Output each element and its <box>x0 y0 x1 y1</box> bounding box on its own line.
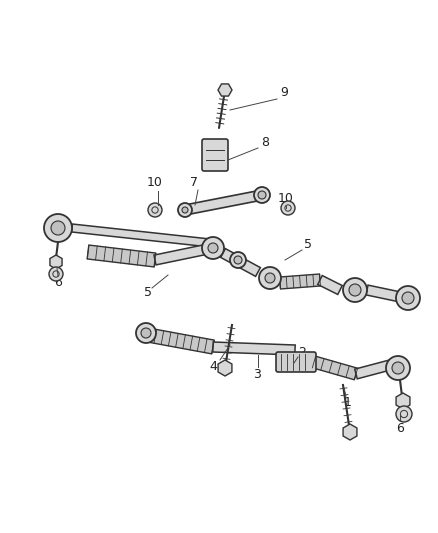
Circle shape <box>254 187 270 203</box>
Polygon shape <box>355 360 391 379</box>
Polygon shape <box>366 285 406 303</box>
Circle shape <box>152 207 158 213</box>
Circle shape <box>148 203 162 217</box>
Circle shape <box>53 271 59 277</box>
Polygon shape <box>50 255 62 269</box>
Text: 10: 10 <box>278 191 294 205</box>
Text: 4: 4 <box>209 360 217 374</box>
Polygon shape <box>396 393 410 409</box>
Text: 7: 7 <box>190 175 198 189</box>
Circle shape <box>265 273 275 283</box>
Polygon shape <box>87 245 156 267</box>
Text: 2: 2 <box>298 345 306 359</box>
Circle shape <box>386 356 410 380</box>
Circle shape <box>396 286 420 310</box>
Circle shape <box>230 252 246 268</box>
Circle shape <box>392 362 404 374</box>
Polygon shape <box>318 276 342 294</box>
Circle shape <box>208 243 218 253</box>
Circle shape <box>396 406 412 422</box>
Text: 5: 5 <box>144 287 152 300</box>
Polygon shape <box>147 328 214 354</box>
Circle shape <box>141 328 151 338</box>
Polygon shape <box>312 356 358 380</box>
Circle shape <box>202 237 224 259</box>
Circle shape <box>51 221 65 235</box>
Polygon shape <box>279 274 321 289</box>
Polygon shape <box>71 224 210 247</box>
Circle shape <box>349 284 361 296</box>
Text: 6: 6 <box>396 422 404 434</box>
Polygon shape <box>343 424 357 440</box>
Polygon shape <box>218 360 232 376</box>
Circle shape <box>44 214 72 242</box>
Polygon shape <box>221 248 260 277</box>
Text: 9: 9 <box>280 86 288 100</box>
Circle shape <box>136 323 156 343</box>
Polygon shape <box>154 243 214 265</box>
Circle shape <box>343 278 367 302</box>
Polygon shape <box>218 84 232 96</box>
Text: 3: 3 <box>253 368 261 382</box>
Text: 1: 1 <box>344 397 352 409</box>
Polygon shape <box>184 190 263 215</box>
FancyBboxPatch shape <box>202 139 228 171</box>
Text: 6: 6 <box>54 277 62 289</box>
Polygon shape <box>213 342 295 355</box>
Text: 10: 10 <box>147 176 163 190</box>
Circle shape <box>234 256 242 264</box>
Polygon shape <box>211 245 240 264</box>
Text: 5: 5 <box>304 238 312 252</box>
FancyBboxPatch shape <box>276 352 316 372</box>
Circle shape <box>258 191 266 199</box>
Circle shape <box>285 205 291 211</box>
Circle shape <box>402 292 414 304</box>
Circle shape <box>49 267 63 281</box>
Circle shape <box>400 410 408 417</box>
Text: 8: 8 <box>261 135 269 149</box>
Circle shape <box>178 203 192 217</box>
Circle shape <box>259 267 281 289</box>
Circle shape <box>281 201 295 215</box>
Circle shape <box>182 207 188 213</box>
